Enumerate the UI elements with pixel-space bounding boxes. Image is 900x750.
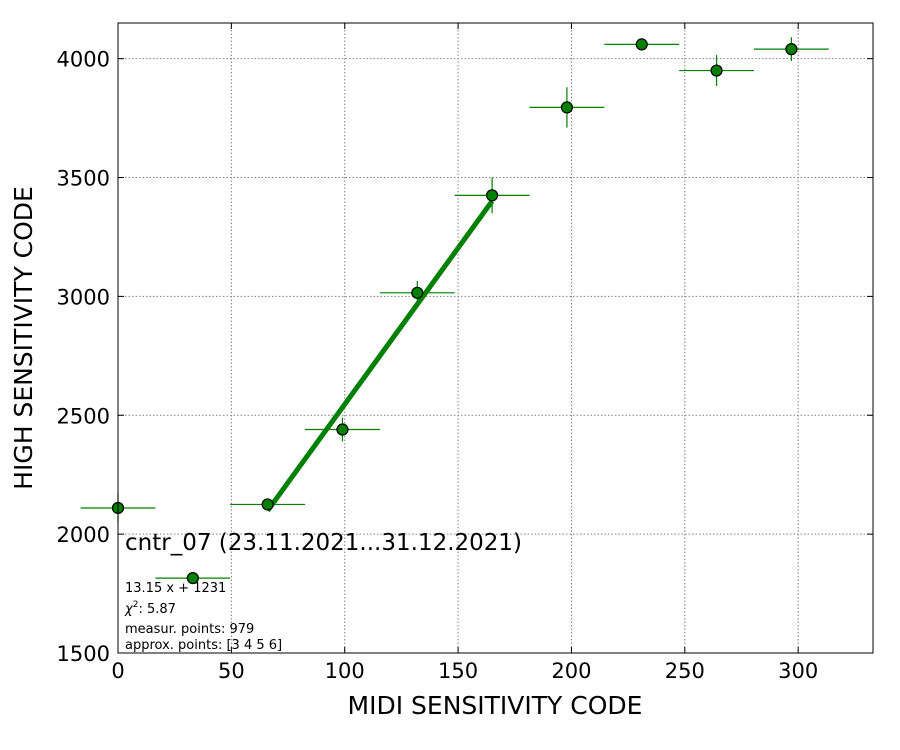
point-marker — [186, 572, 199, 585]
fit-line — [265, 199, 495, 513]
y-tick-label: 2000 — [57, 523, 110, 547]
data-point — [379, 280, 455, 305]
measur-points-text: measur. points: 979 — [125, 622, 254, 637]
point-marker — [785, 43, 798, 56]
point-marker — [485, 189, 499, 202]
point-marker — [336, 423, 349, 436]
data-point — [230, 498, 306, 511]
data-point — [679, 55, 754, 86]
data-point — [604, 38, 680, 51]
data-point — [753, 37, 829, 62]
point-marker — [635, 38, 648, 51]
x-tick-label: 100 — [325, 659, 365, 683]
plot-frame — [117, 22, 874, 654]
x-tick-label: 300 — [778, 659, 818, 683]
point-marker — [411, 286, 424, 299]
y-tick-label: 1500 — [57, 642, 110, 666]
point-marker — [261, 498, 274, 511]
y-tick-label: 3500 — [57, 167, 110, 191]
grid-lines — [117, 23, 873, 654]
y-tick-label: 3000 — [57, 285, 110, 309]
chart-annotation-title: cntr_07 (23.11.2021...31.12.2021) — [125, 530, 522, 556]
y-tick-label: 2500 — [57, 404, 110, 428]
point-marker — [710, 64, 723, 77]
data-points — [80, 37, 829, 585]
data-point — [454, 177, 530, 214]
x-tick-label: 50 — [218, 659, 245, 683]
axis-ticks: 0 50 100 150 200 250 300 1500 2000 2500 3000 3500 40… — [57, 23, 873, 683]
data-point — [155, 572, 231, 585]
point-marker — [560, 101, 574, 114]
approx-points-text: approx. points: [3 4 5 6] — [125, 638, 282, 653]
y-axis-label: HIGH SENSITIVITY CODE — [9, 186, 38, 490]
data-point — [305, 417, 380, 442]
x-axis-label: MIDI SENSITIVITY CODE — [348, 691, 643, 720]
x-tick-label: 250 — [665, 659, 705, 683]
x-tick-label: 150 — [438, 659, 478, 683]
x-tick-label: 200 — [551, 659, 591, 683]
fit-equation: 13.15 x + 1231 — [125, 581, 226, 596]
y-tick-label: 4000 — [57, 48, 110, 72]
x-tick-label: 0 — [111, 659, 124, 683]
data-point — [529, 87, 605, 128]
chi-square-text: χ2: 5.87 — [124, 600, 176, 617]
